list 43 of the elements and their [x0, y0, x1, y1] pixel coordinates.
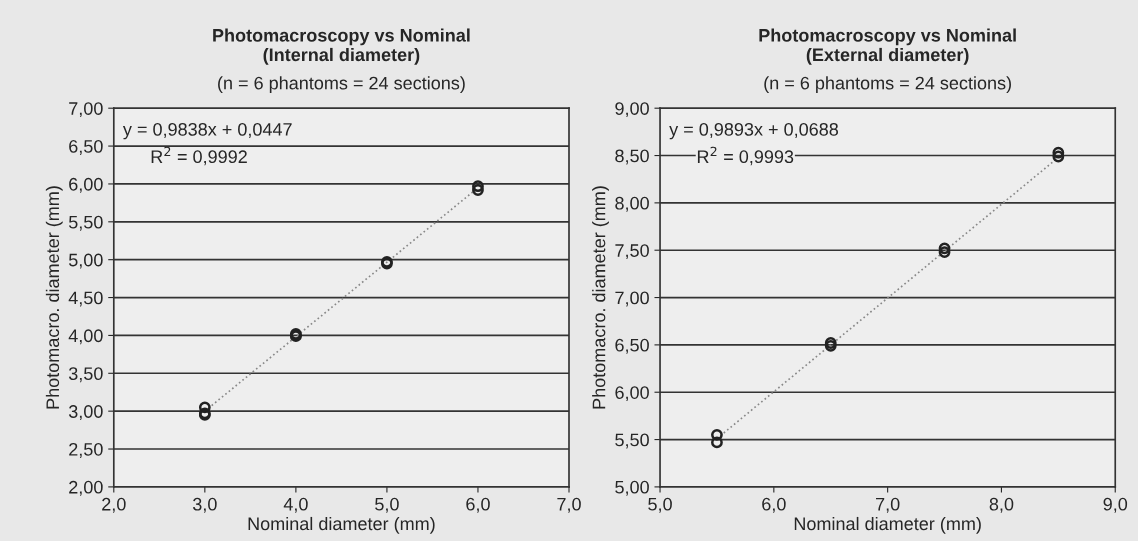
x-axis-title: Nominal diameter (mm)	[248, 516, 435, 534]
y-tick-label: 4,00	[68, 329, 103, 345]
y-tick-label: 5,50	[615, 433, 649, 449]
y-axis-title: Photomacro. diameter (mm)	[592, 186, 609, 409]
y-tick-label: 6,00	[69, 177, 103, 193]
y-tick-label: 5,50	[68, 215, 103, 231]
y-tick-label: 2,50	[69, 442, 103, 458]
y-axis-title: Photomacro. diameter (mm)	[45, 186, 63, 409]
x-tick-label: 4,0	[283, 497, 308, 513]
annotation: R$^{2}$ = 0,9992	[151, 146, 247, 166]
x-tick-label: 9,0	[1103, 497, 1128, 513]
x-tick-label: 7,0	[557, 497, 581, 513]
annotation: y = 0,9838x + 0,0447	[122, 122, 292, 140]
chart-subtitle: (n = 6 phantoms = 24 sections)	[764, 76, 1011, 94]
y-tick-label: 2,00	[69, 480, 103, 496]
x-tick-label: 6,0	[762, 497, 786, 513]
y-tick-label: 3,50	[68, 367, 103, 383]
x-tick-label: 6,0	[466, 497, 490, 513]
chart-subtitle: (n = 6 phantoms = 24 sections)	[218, 76, 465, 94]
x-tick-label: 8,0	[989, 497, 1014, 513]
x-tick-label: 2,0	[102, 497, 126, 513]
y-tick-label: 3,00	[68, 405, 103, 421]
x-tick-label: 5,0	[375, 497, 399, 513]
y-tick-label: 7,00	[615, 291, 649, 307]
y-tick-label: 8,50	[615, 149, 649, 165]
y-tick-label: 7,00	[69, 102, 103, 118]
y-tick-label: 6,00	[615, 386, 649, 402]
y-tick-label: 6,50	[69, 140, 103, 155]
x-tick-label: 7,0	[876, 497, 900, 513]
y-tick-label: 6,50	[615, 338, 649, 354]
chart-title: Photomacroscopy vs Nominal (External diameter)	[759, 28, 1016, 65]
annotation: R$^{2}$ = 0,9993	[697, 146, 794, 166]
y-tick-label: 4,50	[68, 291, 103, 307]
y-tick-label: 8,00	[615, 196, 649, 212]
x-tick-label: 5,0	[648, 497, 672, 513]
x-axis-title: Nominal diameter (mm)	[794, 516, 981, 534]
y-tick-label: 5,00	[615, 480, 649, 496]
y-tick-label: 7,50	[615, 244, 649, 260]
annotation: y = 0,9893x + 0,0688	[669, 122, 839, 140]
x-tick-label: 3,0	[192, 497, 217, 513]
y-tick-label: 5,00	[68, 253, 103, 269]
chart-title: Photomacroscopy vs Nominal (Internal diameter)	[213, 28, 470, 65]
y-tick-label: 9,00	[615, 102, 649, 118]
